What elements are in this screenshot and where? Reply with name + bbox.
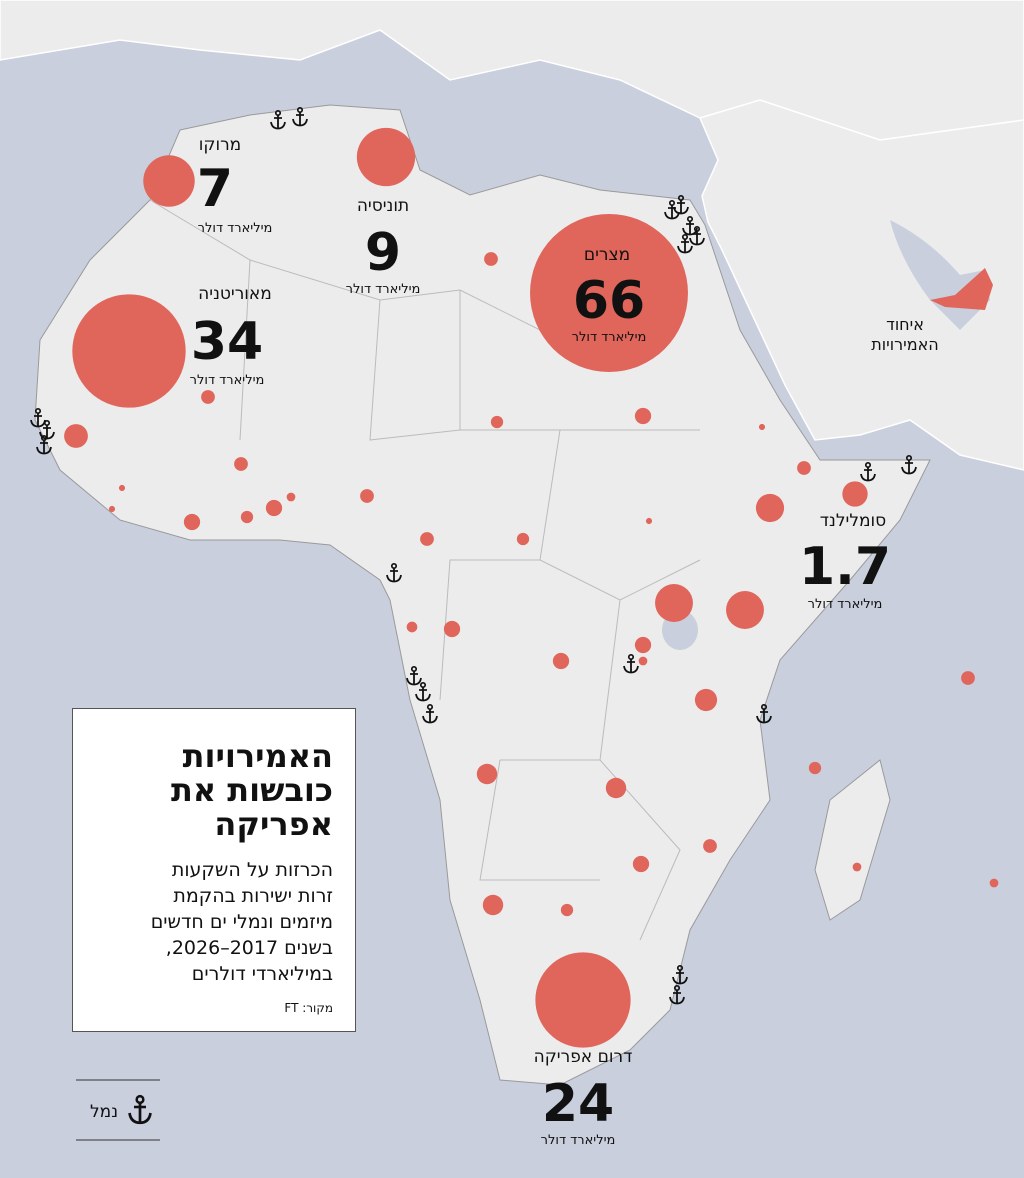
country-unit: מיליארד דולר (808, 597, 883, 612)
investment-bubble (694, 688, 718, 712)
investment-bubble (726, 591, 764, 629)
country-value: 7 (197, 159, 233, 219)
investment-bubble (560, 903, 574, 917)
investment-bubble (286, 492, 296, 502)
investment-bubble (703, 839, 717, 853)
middle-east (698, 99, 1024, 471)
investment-bubble (476, 763, 498, 785)
investment-bubble (484, 252, 498, 266)
madagascar (814, 759, 891, 921)
investment-bubble (530, 214, 688, 372)
description: הכרזות על השקעות זרות ישירות בהקמת מיזמי… (93, 857, 333, 987)
investment-bubble (989, 878, 999, 888)
uae (930, 268, 993, 310)
description-line: מיזמים ונמלי ים חדשים (150, 911, 333, 933)
title: האמירויות כובשות את אפריקה (93, 739, 333, 841)
investment-bubble (755, 493, 785, 523)
investment-bubble (201, 390, 215, 404)
legend-port-label: נמל (90, 1102, 118, 1122)
investment-bubble (143, 155, 195, 207)
africa (34, 104, 931, 1086)
country-name: מרוקו (199, 135, 241, 155)
investment-bubble (645, 517, 653, 525)
investment-bubble (234, 457, 248, 471)
investment-bubble (808, 761, 822, 775)
investment-bubble (360, 489, 374, 503)
investment-bubble (842, 481, 868, 507)
description-line: במיליארדי דולרים (191, 963, 333, 985)
description-line: זרות ישירות בהקמת (173, 885, 333, 907)
country-name: סומלילנד (820, 511, 886, 531)
country-unit: מיליארד דולר (346, 282, 421, 297)
investment-bubble (406, 621, 418, 633)
country-unit: מיליארד דולר (541, 1133, 616, 1148)
description-line: בשנים 2017–2026, (165, 937, 333, 959)
country-name: דרום אפריקה (534, 1047, 633, 1067)
investment-bubble (183, 513, 201, 531)
investment-bubble (638, 656, 648, 666)
title-line: אפריקה (214, 805, 333, 843)
investment-bubble (632, 855, 650, 873)
source: מקור: FT (284, 1001, 333, 1015)
investment-bubble (852, 862, 862, 872)
investment-bubble (118, 484, 126, 492)
investment-bubble (482, 894, 504, 916)
country-value: 1.7 (799, 537, 891, 597)
country-name: מאוריטניה (198, 284, 272, 304)
uae-label: איחוד (886, 315, 924, 334)
borders (149, 199, 701, 941)
country-value: 34 (191, 312, 263, 372)
country-value: 24 (542, 1074, 614, 1134)
investment-bubble (535, 952, 631, 1048)
title-line: כובשות את (170, 771, 333, 809)
country-unit: מיליארד דולר (190, 373, 265, 388)
investment-bubble (516, 532, 530, 546)
info-box: האמירויות כובשות את אפריקה הכרזות על השק… (72, 708, 356, 1032)
investment-bubble (72, 294, 186, 408)
country-unit: מיליארד דולר (198, 221, 273, 236)
investment-bubble (634, 636, 652, 654)
country-value: 9 (365, 223, 401, 283)
investment-bubble (265, 499, 283, 517)
investment-bubble (443, 620, 461, 638)
investment-bubble (64, 424, 88, 448)
description-line: הכרזות על השקעות (171, 859, 333, 881)
country-name: תוניסיה (357, 196, 409, 216)
investment-bubble (605, 777, 627, 799)
investment-bubble (108, 505, 116, 513)
bubbles (64, 127, 999, 1048)
investment-bubble (240, 510, 254, 524)
investment-bubble (797, 461, 811, 475)
investment-bubble (356, 127, 416, 187)
country-value: 66 (573, 271, 645, 331)
investment-bubble (634, 407, 652, 425)
investment-bubble (490, 415, 504, 429)
investment-bubble (420, 532, 434, 546)
investment-bubble (961, 671, 975, 685)
investment-bubble (655, 584, 693, 622)
investment-bubble (552, 652, 570, 670)
uae-label: האמירויות (871, 335, 938, 354)
title-line: האמירויות (182, 737, 333, 775)
country-name: מצרים (584, 245, 630, 265)
country-unit: מיליארד דולר (572, 330, 647, 345)
investment-bubble (758, 423, 766, 431)
